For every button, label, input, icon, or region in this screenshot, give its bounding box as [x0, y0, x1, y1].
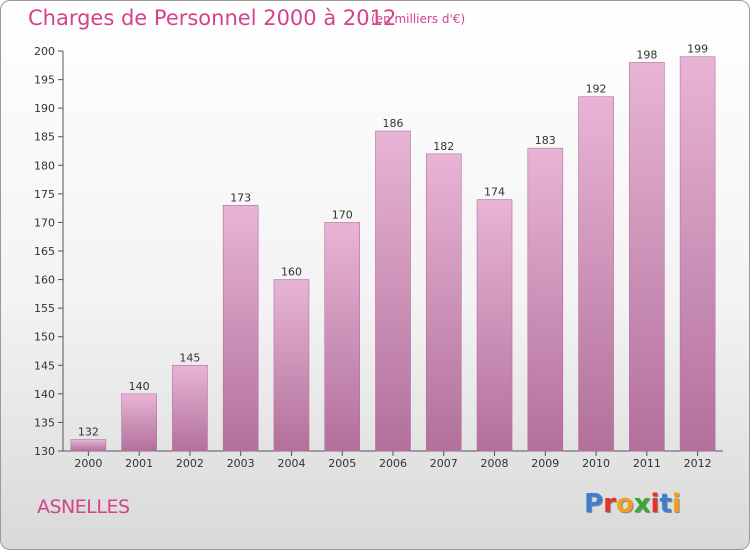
bar-2004 — [273, 279, 310, 452]
x-tick-label: 2000 — [74, 457, 102, 470]
logo-letter: i — [671, 489, 681, 519]
y-tick-label: 190 — [34, 102, 55, 115]
x-tick-label: 2009 — [531, 457, 559, 470]
data-labels: 132 140 145 173 160 170 186 182 174 183 192 198 199 — [78, 43, 708, 439]
logo-letter: t — [659, 489, 672, 519]
bar-2012 — [679, 56, 716, 452]
y-tick-label: 130 — [34, 445, 55, 458]
bars — [70, 56, 716, 452]
data-label-2006: 186 — [383, 117, 404, 130]
chart-subtitle: (en milliers d'€) — [371, 12, 466, 26]
bar-2010 — [578, 96, 614, 452]
y-tick-label: 165 — [34, 245, 55, 258]
data-label-2008: 174 — [484, 186, 505, 199]
data-label-2001: 140 — [129, 380, 150, 393]
bar-2008 — [476, 199, 513, 452]
logo-letter: x — [633, 489, 651, 519]
x-tick-label: 2010 — [582, 457, 610, 470]
bar-2001 — [121, 393, 157, 452]
data-label-2009: 183 — [535, 134, 556, 147]
logo-letter: r — [603, 489, 616, 519]
bar-2009 — [527, 147, 564, 452]
y-tick-label: 175 — [34, 188, 55, 201]
data-label-2011: 198 — [636, 48, 657, 61]
y-tick-label: 195 — [34, 74, 55, 87]
data-label-2002: 145 — [179, 351, 200, 364]
y-tick-label: 145 — [34, 359, 55, 372]
data-label-2000: 132 — [78, 426, 99, 439]
y-tick-label: 150 — [34, 331, 55, 344]
bar-2003 — [222, 204, 259, 452]
data-label-2004: 160 — [281, 266, 302, 279]
data-label-2012: 199 — [687, 43, 708, 56]
x-tick-label: 2003 — [227, 457, 255, 470]
data-label-2003: 173 — [230, 191, 251, 204]
x-tick-label: 2002 — [176, 457, 204, 470]
bar-2007 — [425, 153, 462, 452]
bar-2005 — [324, 222, 361, 452]
data-label-2005: 170 — [332, 208, 353, 221]
y-axis: 130 135 140 145 150 155 160 165 170 175 180 185 190 1… — [34, 45, 64, 458]
bar-2002 — [172, 364, 208, 452]
y-tick-label: 140 — [34, 388, 55, 401]
x-tick-label: 2012 — [684, 457, 712, 470]
x-tick-label: 2011 — [633, 457, 661, 470]
data-label-2010: 192 — [586, 83, 607, 96]
y-tick-label: 155 — [34, 302, 55, 315]
chart-title: Charges de Personnel 2000 à 2012 — [28, 6, 397, 30]
y-tick-label: 170 — [34, 216, 55, 229]
logo-letter: i — [650, 489, 660, 519]
y-tick-label: 185 — [34, 131, 55, 144]
proxiti-logo[interactable]: Proxiti — [584, 489, 694, 525]
bar-2011 — [629, 62, 665, 452]
y-tick-label: 160 — [34, 274, 55, 287]
x-tick-label: 2004 — [277, 457, 305, 470]
x-tick-label: 2006 — [379, 457, 407, 470]
y-tick-label: 135 — [34, 416, 55, 429]
logo-letter: o — [615, 489, 634, 519]
data-label-2007: 182 — [433, 140, 454, 153]
x-axis: 2000 2001 2002 2003 2004 2005 2006 2007 2008 2009… — [63, 450, 723, 470]
x-tick-label: 2001 — [125, 457, 153, 470]
y-tick-label: 200 — [34, 45, 55, 58]
x-tick-label: 2007 — [430, 457, 458, 470]
x-tick-label: 2008 — [481, 457, 509, 470]
y-tick-label: 180 — [34, 159, 55, 172]
bar-2006 — [375, 130, 411, 452]
commune-name: ASNELLES — [37, 496, 130, 518]
bar-2000 — [70, 439, 107, 452]
x-tick-label: 2005 — [328, 457, 356, 470]
logo-letter: P — [584, 489, 604, 519]
